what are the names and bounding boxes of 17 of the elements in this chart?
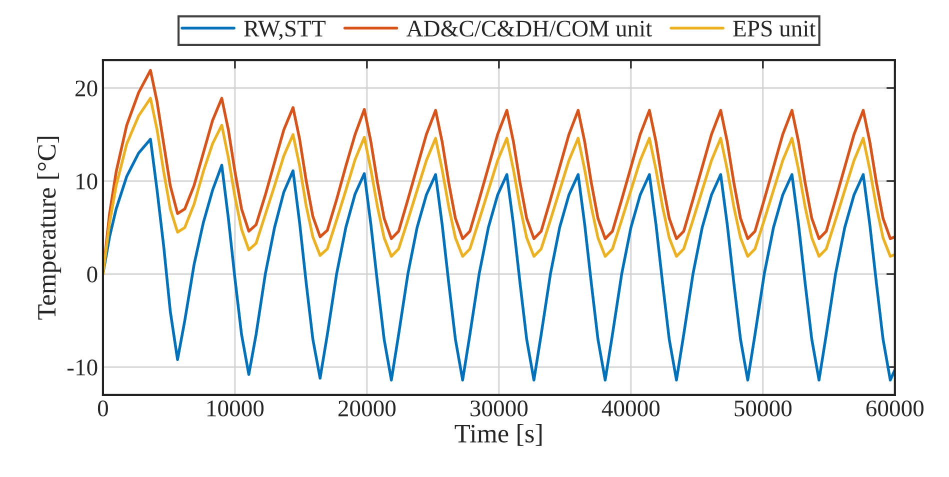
y-tick-label: 20: [76, 80, 98, 96]
y-tick-label: 10: [76, 174, 98, 190]
x-tick-label: 60000: [866, 400, 924, 416]
x-tick-label: 0: [98, 400, 108, 416]
legend-label: RW,STT: [244, 20, 326, 40]
legend-label: EPS unit: [733, 20, 816, 37]
x-tick-label: 50000: [734, 400, 792, 416]
line-series: [102, 138, 895, 382]
y-axis-title: Temperature [°C]: [37, 136, 62, 320]
x-axis-title: Time [s]: [454, 424, 542, 446]
y-tick-label: -10: [68, 360, 98, 376]
x-tick-label: 10000: [208, 400, 264, 416]
legend-label: AD&C/C&DH/COM unit: [406, 20, 652, 37]
x-tick-label: 30000: [470, 400, 528, 416]
x-tick-label: 40000: [602, 400, 660, 416]
x-tick-label: 20000: [338, 400, 396, 416]
y-tick-label: 0: [87, 266, 98, 282]
